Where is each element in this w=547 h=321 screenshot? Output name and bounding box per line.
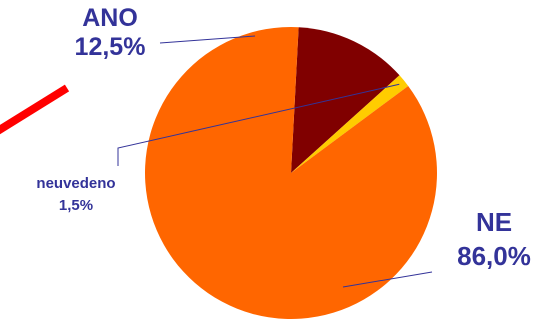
pie-slices — [144, 26, 437, 319]
leader-lines — [117, 35, 433, 288]
leader-line-neuvedeno — [117, 83, 400, 166]
pie-slice-neuvedeno — [291, 75, 409, 173]
slice-value-ano: 12,5% — [74, 32, 146, 61]
pie-slice-ne — [144, 26, 437, 319]
slice-value-ne: 86,0% — [457, 240, 531, 271]
pie-slice-ano — [291, 27, 400, 174]
annotation-red-arrow-line — [0, 84, 70, 135]
slice-name-ano: ANO — [82, 4, 138, 32]
leader-line-ano — [159, 35, 256, 44]
slice-name-ne: NE — [475, 207, 513, 237]
slice-label-neuvedeno: neuvedeno 1,5% — [14, 173, 138, 217]
slice-name-neuvedeno: neuvedeno — [36, 175, 116, 192]
slice-value-neuvedeno: 1,5% — [58, 196, 94, 214]
slice-label-ano: ANO 12,5% — [62, 4, 158, 62]
slice-label-ne: NE 86,0% — [434, 206, 547, 274]
leader-line-ne — [342, 271, 433, 288]
